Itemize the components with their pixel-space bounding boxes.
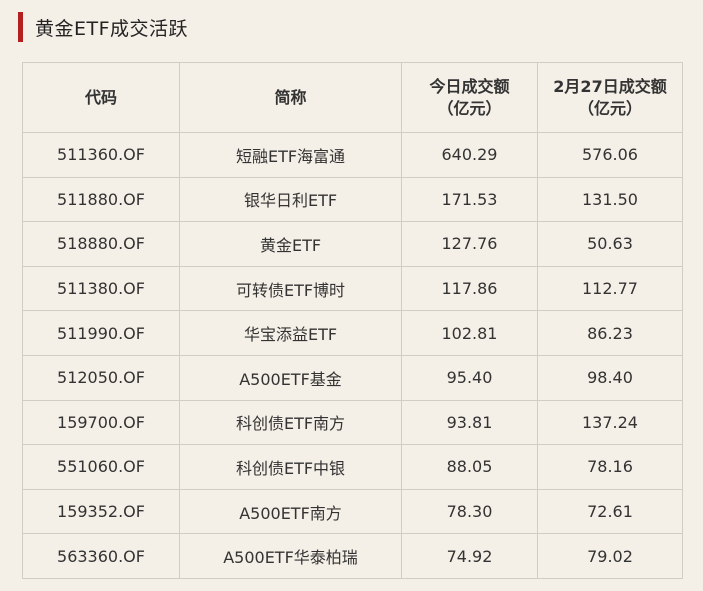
table-row: 512050.OF A500ETF基金 95.40 98.40	[22, 354, 683, 401]
cell-name: 黄金ETF	[179, 221, 402, 267]
table-row: 511880.OF 银华日利ETF 171.53 131.50	[22, 176, 683, 223]
table-header-row: 代码 简称 今日成交额 （亿元） 2月27日成交额 （亿元）	[22, 62, 683, 133]
column-header-unit: （亿元）	[437, 98, 502, 118]
column-header-prev-turnover: 2月27日成交额 （亿元）	[537, 62, 683, 133]
table-row: 511360.OF 短融ETF海富通 640.29 576.06	[22, 132, 683, 178]
cell-code: 512050.OF	[22, 354, 180, 401]
cell-name: 华宝添益ETF	[179, 310, 402, 356]
cell-code: 551060.OF	[22, 444, 180, 490]
cell-name: 科创债ETF南方	[179, 399, 402, 446]
etf-turnover-table: 代码 简称 今日成交额 （亿元） 2月27日成交额 （亿元） 511360.OF…	[22, 62, 683, 579]
table-row: 511990.OF 华宝添益ETF 102.81 86.23	[22, 310, 683, 356]
cell-today-turnover: 95.40	[401, 354, 538, 401]
column-header-name: 简称	[179, 62, 402, 133]
cell-code: 511880.OF	[22, 176, 180, 223]
table-row: 159700.OF 科创债ETF南方 93.81 137.24	[22, 399, 683, 446]
title-accent-bar	[18, 12, 23, 42]
cell-today-turnover: 171.53	[401, 176, 538, 223]
table-row: 551060.OF 科创债ETF中银 88.05 78.16	[22, 444, 683, 490]
table-row: 518880.OF 黄金ETF 127.76 50.63	[22, 221, 683, 267]
cell-prev-turnover: 79.02	[537, 533, 683, 579]
cell-name: 银华日利ETF	[179, 176, 402, 223]
cell-today-turnover: 88.05	[401, 444, 538, 490]
cell-name: 可转债ETF博时	[179, 265, 402, 312]
column-header-line: 代码	[84, 87, 117, 107]
cell-today-turnover: 93.81	[401, 399, 538, 446]
table-row: 159352.OF A500ETF南方 78.30 72.61	[22, 488, 683, 535]
page-title: 黄金ETF成交活跃	[35, 17, 189, 40]
column-header-code: 代码	[22, 62, 180, 133]
cell-prev-turnover: 78.16	[537, 444, 683, 490]
cell-code: 159700.OF	[22, 399, 180, 446]
cell-prev-turnover: 112.77	[537, 265, 683, 312]
cell-code: 511990.OF	[22, 310, 180, 356]
cell-prev-turnover: 72.61	[537, 488, 683, 535]
cell-code: 511380.OF	[22, 265, 180, 312]
cell-name: A500ETF华泰柏瑞	[179, 533, 402, 579]
cell-prev-turnover: 576.06	[537, 132, 683, 178]
cell-today-turnover: 640.29	[401, 132, 538, 178]
cell-name: 科创债ETF中银	[179, 444, 402, 490]
column-header-today-turnover: 今日成交额 （亿元）	[401, 62, 538, 133]
cell-prev-turnover: 86.23	[537, 310, 683, 356]
cell-name: A500ETF基金	[179, 354, 402, 401]
table-row: 511380.OF 可转债ETF博时 117.86 112.77	[22, 265, 683, 312]
cell-prev-turnover: 98.40	[537, 354, 683, 401]
cell-code: 563360.OF	[22, 533, 180, 579]
cell-today-turnover: 74.92	[401, 533, 538, 579]
cell-today-turnover: 127.76	[401, 221, 538, 267]
cell-name: A500ETF南方	[179, 488, 402, 535]
cell-prev-turnover: 137.24	[537, 399, 683, 446]
column-header-line: 今日成交额	[429, 76, 510, 96]
page-header: 黄金ETF成交活跃	[18, 12, 188, 42]
cell-prev-turnover: 50.63	[537, 221, 683, 267]
cell-code: 159352.OF	[22, 488, 180, 535]
column-header-unit: （亿元）	[577, 98, 642, 118]
cell-prev-turnover: 131.50	[537, 176, 683, 223]
table-row: 563360.OF A500ETF华泰柏瑞 74.92 79.02	[22, 533, 683, 579]
cell-today-turnover: 117.86	[401, 265, 538, 312]
column-header-line: 2月27日成交额	[553, 76, 667, 96]
column-header-line: 简称	[274, 87, 307, 107]
cell-code: 518880.OF	[22, 221, 180, 267]
cell-code: 511360.OF	[22, 132, 180, 178]
cell-name: 短融ETF海富通	[179, 132, 402, 178]
cell-today-turnover: 102.81	[401, 310, 538, 356]
cell-today-turnover: 78.30	[401, 488, 538, 535]
